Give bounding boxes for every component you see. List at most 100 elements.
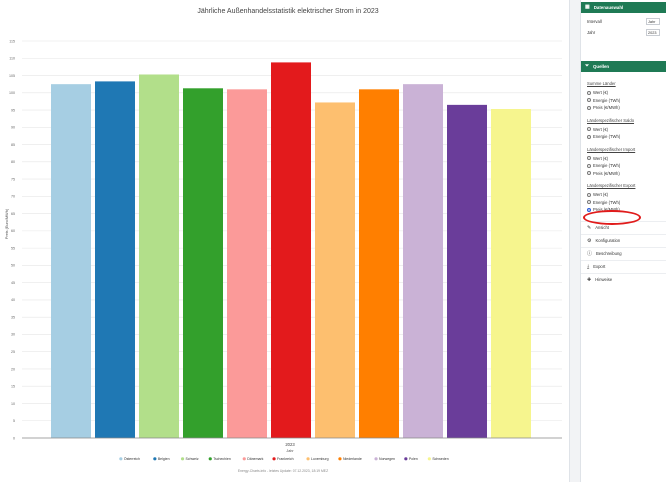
- radio-label: Preis (€/MWh): [593, 105, 620, 111]
- fold-export[interactable]: ⤓ Export: [581, 259, 666, 273]
- y-tick-label: 60: [11, 229, 15, 233]
- legend-marker[interactable]: [119, 457, 123, 461]
- radio-option[interactable]: Preis (€/MWh): [587, 104, 660, 112]
- interval-label: Intervall: [587, 19, 602, 24]
- radio-label: Wert (€): [593, 155, 609, 161]
- y-tick-label: 105: [9, 74, 15, 78]
- y-tick-label: 90: [11, 126, 15, 130]
- bar-dänemark[interactable]: [227, 89, 267, 438]
- y-tick-label: 70: [11, 195, 15, 199]
- sources-panel: Summe Länder Wert (€) Energie (TWh) Preis (…: [581, 72, 666, 217]
- radio-option[interactable]: Energie (TWh): [587, 97, 660, 105]
- sidebar: ▦ Datenauswahl Intervall Jahr Jahr 2023 …: [580, 0, 666, 482]
- y-tick-label: 65: [11, 212, 15, 216]
- y-tick-label: 95: [11, 108, 15, 112]
- bar-schweiz[interactable]: [139, 74, 179, 438]
- y-tick-label: 30: [11, 333, 15, 337]
- highlight-circle: [583, 210, 641, 225]
- legend-label[interactable]: Dänemark: [247, 457, 263, 461]
- bar-österreich[interactable]: [51, 84, 91, 439]
- bar-niederlande[interactable]: [359, 89, 399, 438]
- source-group-title[interactable]: Länderspezifischer Export: [587, 183, 636, 188]
- paint-icon: ✎: [587, 224, 592, 231]
- legend-label[interactable]: Tschechien: [213, 457, 231, 461]
- bar-luxemburg[interactable]: [315, 102, 355, 438]
- radio-button[interactable]: [587, 127, 591, 132]
- radio-option[interactable]: Wert (€): [587, 191, 660, 199]
- chart-title: Jährliche Außenhandelsstatistik elektris…: [197, 8, 378, 15]
- legend-label[interactable]: Norwegen: [379, 457, 395, 461]
- fold-beschreibung[interactable]: ⓘ Beschreibung: [581, 246, 666, 260]
- source-group-title[interactable]: Summe Länder: [587, 81, 616, 86]
- radio-button[interactable]: [587, 171, 591, 176]
- legend-marker[interactable]: [272, 457, 276, 461]
- data-selection-title: Datenauswahl: [593, 5, 624, 10]
- radio-button[interactable]: [587, 90, 591, 95]
- y-tick-label: 10: [11, 402, 15, 406]
- bar-frankreich[interactable]: [271, 62, 311, 439]
- year-select[interactable]: 2023: [646, 29, 660, 36]
- bar-schweden[interactable]: [491, 109, 531, 439]
- source-group-title[interactable]: Länderspezifischer Import: [587, 146, 636, 152]
- legend-marker[interactable]: [338, 457, 342, 461]
- bar-polen[interactable]: [447, 104, 487, 438]
- radio-button[interactable]: [587, 105, 591, 110]
- y-tick-label: 5: [13, 419, 15, 423]
- interval-select[interactable]: Jahr: [646, 18, 660, 25]
- legend-label[interactable]: Österreich: [124, 457, 140, 461]
- bar-chart: Jährliche Außenhandelsstatistik elektris…: [5, 8, 562, 473]
- radio-label: Energie (TWh): [593, 97, 621, 103]
- legend-marker[interactable]: [153, 457, 157, 461]
- y-tick-label: 25: [11, 350, 15, 354]
- legend-marker[interactable]: [427, 457, 431, 461]
- source-group-title[interactable]: Länderspezifischer Saldo: [587, 117, 635, 123]
- bar-belgien[interactable]: [95, 81, 135, 438]
- radio-button[interactable]: [587, 207, 591, 212]
- legend-marker[interactable]: [242, 457, 246, 461]
- radio-label: Energie (TWh): [593, 199, 621, 205]
- legend-marker[interactable]: [180, 457, 185, 461]
- radio-option[interactable]: Wert (€): [587, 126, 660, 134]
- radio-button[interactable]: [587, 156, 591, 161]
- radio-button[interactable]: [587, 98, 591, 103]
- radio-option[interactable]: Preis (€/MWh): [587, 170, 660, 178]
- x-axis-label: Jahr: [286, 449, 294, 453]
- radio-button[interactable]: [587, 163, 591, 168]
- legend-label[interactable]: Niederlande: [343, 457, 362, 461]
- y-tick-label: 85: [11, 143, 15, 147]
- legend-marker[interactable]: [374, 457, 378, 461]
- radio-button[interactable]: [587, 192, 591, 197]
- fold-konfiguration[interactable]: ⚙ Konfiguration: [581, 233, 666, 247]
- source-group: Länderspezifischer Import Wert (€) Energie…: [587, 147, 660, 178]
- radio-label: Preis (€/MWh): [593, 170, 620, 176]
- sources-header[interactable]: ⏷ Quellen: [581, 61, 666, 72]
- radio-option[interactable]: Wert (€): [587, 155, 660, 163]
- legend-label[interactable]: Frankreich: [277, 457, 294, 461]
- legend-label[interactable]: Schweiz: [186, 457, 199, 461]
- legend-marker[interactable]: [404, 457, 408, 461]
- radio-option[interactable]: Energie (TWh): [587, 162, 660, 170]
- legend-label[interactable]: Schweden: [432, 457, 448, 461]
- y-tick-label: 0: [13, 436, 15, 440]
- fold-hinweise[interactable]: ✚ Hinweise: [581, 272, 666, 286]
- radio-button[interactable]: [587, 134, 591, 139]
- fold-label: Konfiguration: [595, 238, 621, 243]
- y-tick-label: 75: [11, 177, 15, 181]
- data-selection-panel: Intervall Jahr Jahr 2023: [581, 13, 666, 41]
- legend-label[interactable]: Luxemburg: [311, 457, 329, 461]
- bar-tschechien[interactable]: [183, 88, 223, 438]
- legend-marker[interactable]: [208, 457, 212, 461]
- radio-option[interactable]: Wert (€): [587, 89, 660, 97]
- data-selection-header[interactable]: ▦ Datenauswahl: [581, 2, 666, 13]
- radio-option[interactable]: Energie (TWh): [587, 199, 660, 207]
- y-tick-label: 15: [11, 385, 15, 389]
- radio-button[interactable]: [587, 200, 591, 205]
- radio-label: Energie (TWh): [593, 163, 621, 169]
- legend-marker[interactable]: [306, 457, 310, 461]
- radio-option[interactable]: Energie (TWh): [587, 133, 660, 141]
- legend-label[interactable]: Polen: [409, 457, 418, 461]
- bar-norwegen[interactable]: [403, 84, 443, 439]
- sources-title: Quellen: [593, 64, 610, 69]
- source-group: Länderspezifischer Export Wert (€) Energie…: [587, 183, 660, 214]
- legend-label[interactable]: Belgien: [158, 457, 170, 461]
